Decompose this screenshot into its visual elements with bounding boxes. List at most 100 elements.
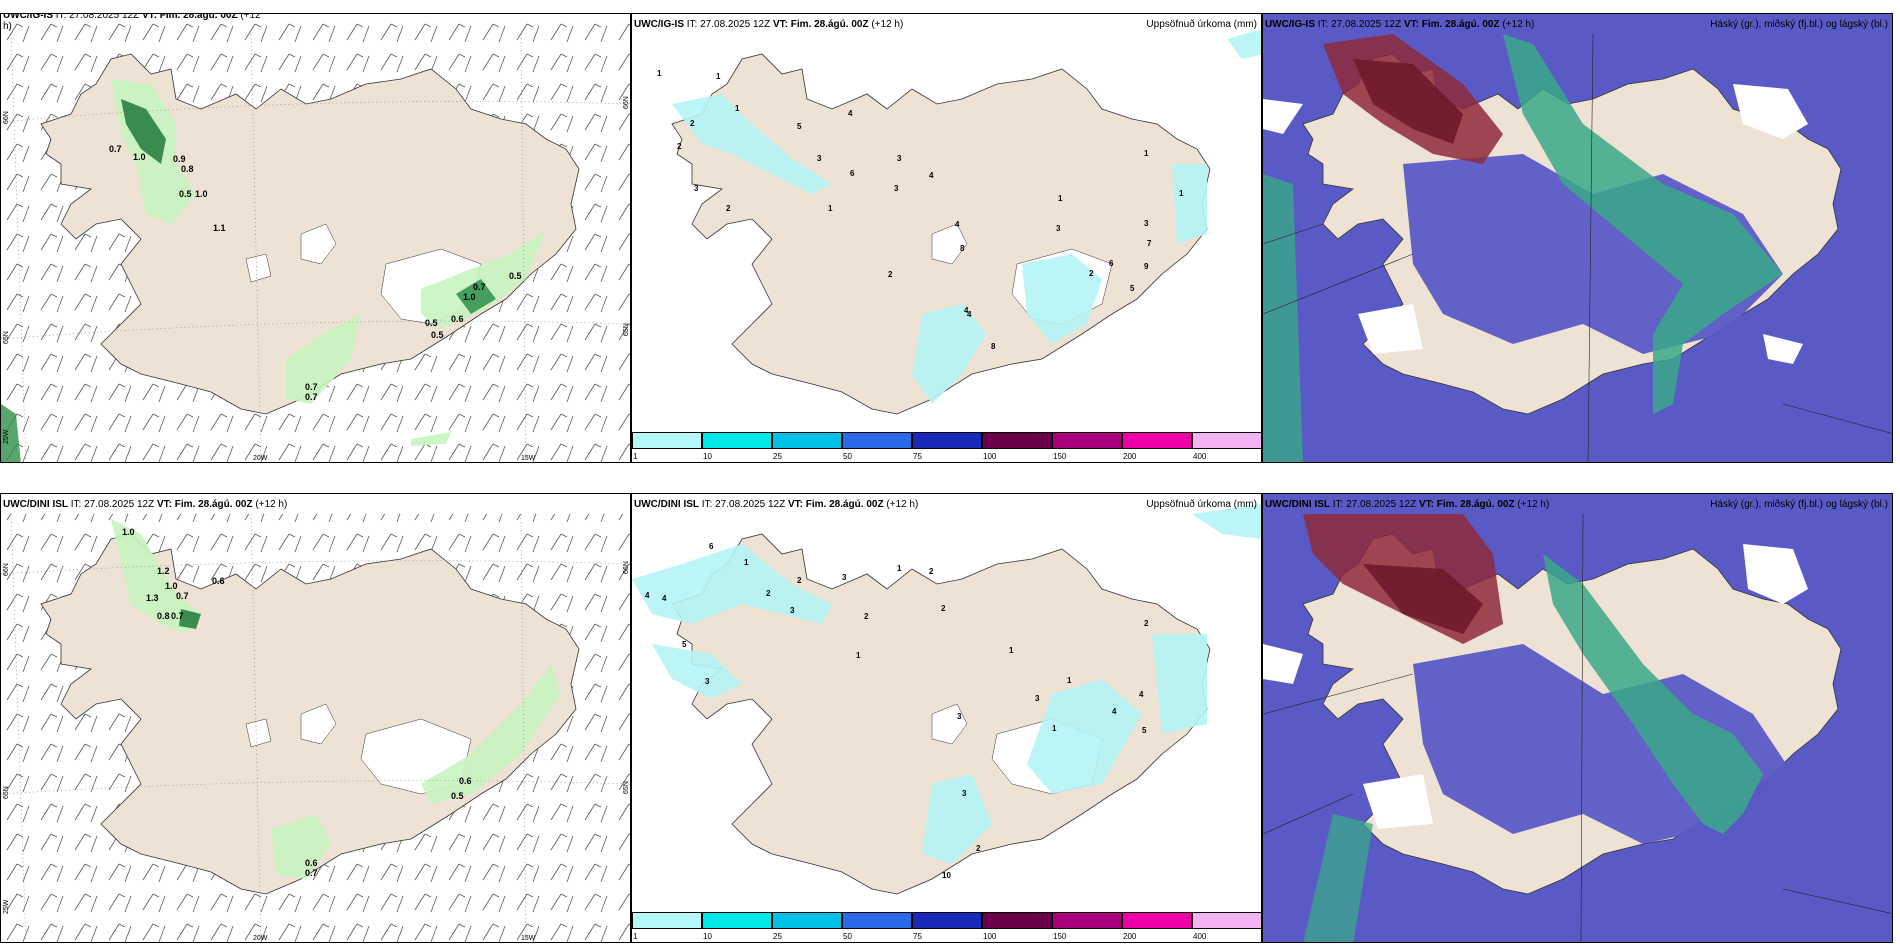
- panel-title: UWC/IG-IS IT: 27.08.2025 12Z VT: Fim. 28…: [634, 19, 903, 30]
- lead-time: (+12: [240, 13, 261, 21]
- precip-light: [421, 229, 546, 329]
- colorbar-swatch: [1192, 432, 1261, 449]
- high-cloud-area: [1363, 564, 1483, 634]
- precip-value: 7: [1147, 239, 1152, 248]
- precip-value: 0.6: [305, 858, 318, 868]
- precip-area: [632, 544, 832, 624]
- precip-value: 0.7: [473, 282, 486, 292]
- precip-value: 0.6: [451, 314, 464, 324]
- precip-area: [1022, 254, 1102, 344]
- precip-area: [1192, 504, 1261, 539]
- precip-area: [1027, 679, 1142, 794]
- map-panel-clouds-top: UWC/IG-IS IT: 27.08.2025 12Z VT: Fim. 28…: [1262, 13, 1893, 463]
- init-time: IT: 27.08.2025 12Z: [686, 19, 771, 30]
- precip-value: 1: [856, 651, 861, 660]
- map-canvas: [1263, 33, 1892, 462]
- precip-value: 0.5: [179, 189, 192, 199]
- axis-label-lat-right: 65N: [623, 781, 630, 794]
- glacier: [245, 718, 272, 748]
- precip-value: 0.8: [181, 164, 194, 174]
- precip-value: 0.6: [212, 576, 225, 586]
- glacier: [1358, 304, 1423, 354]
- glacier: [1733, 84, 1808, 139]
- colorbar-tick: 100: [983, 452, 997, 461]
- colorbar-swatch: [842, 912, 912, 929]
- axis-label-lat: 65N: [3, 331, 10, 344]
- map-canvas: [1, 14, 630, 462]
- valid-time: Fim. 28.ágú. 00Z: [159, 13, 238, 21]
- init-time: IT: 27.08.2025 12Z: [1317, 19, 1402, 30]
- precip-area: [1152, 634, 1207, 734]
- precip-value: 0.7: [109, 144, 122, 154]
- axis-label-lon: 15W: [521, 935, 536, 942]
- precip-value: 3: [1144, 219, 1149, 228]
- axis-label-lat-right: 65N: [623, 323, 630, 336]
- valid-time-label: VT:: [156, 499, 172, 510]
- precip-value: 2: [726, 204, 731, 213]
- precip-light: [421, 664, 561, 804]
- map-canvas: [1, 513, 630, 942]
- precip-value: 2: [929, 567, 934, 576]
- colorbar-swatch: [982, 432, 1052, 449]
- precip-value: 5: [797, 122, 802, 131]
- model-name: UWC/IG-IS: [634, 19, 684, 30]
- colorbar-swatch: [982, 912, 1052, 929]
- lead-time-wrap: h): [3, 21, 12, 32]
- axis-label-lon: 20W: [253, 455, 268, 462]
- precip-value: 3: [842, 573, 847, 582]
- precip-value: 2: [1144, 619, 1149, 628]
- colorbar-swatch: [1122, 912, 1192, 929]
- precip-value: 2: [864, 612, 869, 621]
- map-panel-clouds-bottom: UWC/DINI ISL IT: 27.08.2025 12Z VT: Fim.…: [1262, 493, 1893, 943]
- axis-label-lat-right: 66N: [623, 561, 630, 574]
- precip-area: [672, 94, 832, 194]
- precip-value: 0.6: [459, 776, 472, 786]
- precip-value: 2: [976, 844, 981, 853]
- precip-light: [411, 432, 451, 446]
- colorbar-tick: 25: [773, 452, 782, 461]
- precip-area: [1172, 164, 1207, 244]
- precip-value: 2: [690, 119, 695, 128]
- precip-value: 3: [694, 184, 699, 193]
- graticule: [1263, 513, 1892, 942]
- precip-value: 5: [682, 640, 687, 649]
- precip-value: 1: [1009, 646, 1014, 655]
- colorbar-swatch: [772, 432, 842, 449]
- colorbar-tick: 150: [1053, 452, 1067, 461]
- glacier: [245, 253, 272, 283]
- panel-right-title: Uppsöfnuð úrkoma (mm): [1146, 499, 1257, 510]
- precip-value: 6: [850, 169, 855, 178]
- colorbar-swatch: [702, 912, 772, 929]
- colorbar-swatch: [912, 432, 982, 449]
- colorbar-swatch: [1052, 912, 1122, 929]
- precip-value: 1: [1067, 676, 1072, 685]
- lead-time: (+12 h): [871, 19, 904, 30]
- precip-value: 3: [897, 154, 902, 163]
- map-panel-precip-bottom: UWC/DINI ISL IT: 27.08.2025 12Z VT: Fim.…: [631, 493, 1262, 943]
- glacier: [931, 703, 968, 745]
- precip-value: 2: [797, 576, 802, 585]
- precip-value: 1.0: [195, 189, 208, 199]
- axis-label-lat: 66N: [3, 563, 10, 576]
- valid-time: Fim. 28.ágú. 00Z: [805, 499, 884, 510]
- precip-value: 1: [735, 104, 740, 113]
- colorbar-tick: 150: [1053, 932, 1067, 941]
- precip-value: 4: [1112, 707, 1117, 716]
- model-name: UWC/DINI ISL: [1265, 499, 1330, 510]
- model-name: UWC/IG-IS: [1265, 19, 1315, 30]
- precip-value: 4: [662, 594, 667, 603]
- panel-right-title: Uppsöfnuð úrkoma (mm): [1146, 19, 1257, 30]
- colorbar-tick: 400: [1193, 452, 1207, 461]
- precip-value: 2: [888, 270, 893, 279]
- precip-value: 5: [1130, 284, 1135, 293]
- precip-value: 0.5: [431, 330, 444, 340]
- precip-value: 4: [1139, 690, 1144, 699]
- precip-value: 6: [1109, 259, 1114, 268]
- precip-area: [922, 774, 992, 864]
- panel-title: UWC/DINI ISL IT: 27.08.2025 12Z VT: Fim.…: [1265, 499, 1549, 510]
- precip-area: [912, 304, 987, 404]
- model-name: UWC/IG-IS: [3, 13, 53, 21]
- colorbar-swatch: [702, 432, 772, 449]
- lead-time: (+12 h): [1517, 499, 1550, 510]
- precip-value: 1: [897, 564, 902, 573]
